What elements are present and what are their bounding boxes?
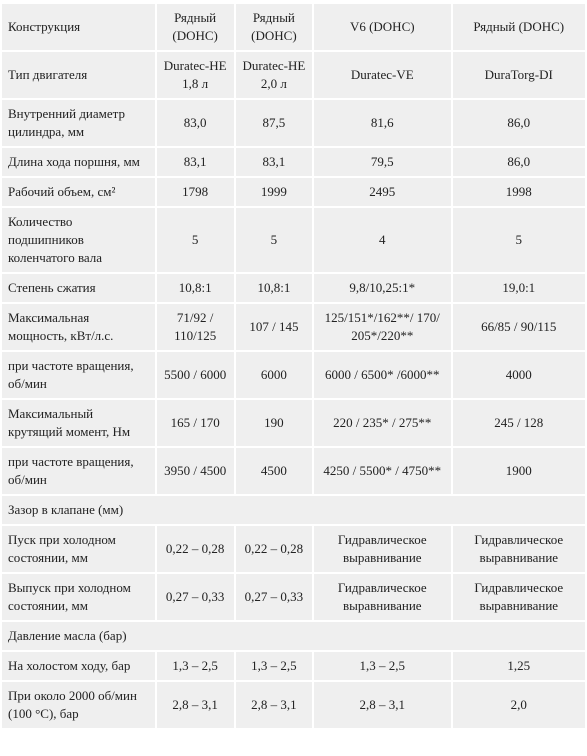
row-label: Внутренний диаметр цилиндра, мм <box>2 100 155 146</box>
row-label: Степень сжатия <box>2 274 155 302</box>
cell: DuraTorg-DI <box>452 52 585 98</box>
table-row: Длина хода поршня, мм 83,1 83,1 79,5 86,0 <box>2 148 585 176</box>
table-row: Количество подшипников коленчатого вала 5… <box>2 208 585 272</box>
cell: 5 <box>452 208 585 272</box>
row-label: Количество подшипников коленчатого вала <box>2 208 155 272</box>
cell: Рядный (DOHC) <box>156 4 234 50</box>
cell: 83,1 <box>156 148 234 176</box>
cell: 5500 / 6000 <box>156 352 234 398</box>
table-row: Конструкция Рядный (DOHC) Рядный (DOHC) V6 … <box>2 4 585 50</box>
cell: 2495 <box>314 178 451 206</box>
cell: 1,3 – 2,5 <box>314 652 451 680</box>
cell: 4500 <box>235 448 313 494</box>
cell: 5 <box>156 208 234 272</box>
cell: 1999 <box>235 178 313 206</box>
table-row: Пуск при холодном состоянии, мм 0,22 – 0,… <box>2 526 585 572</box>
table-row: Максимальная мощность, кВт/л.с. 71/92 / 1… <box>2 304 585 350</box>
table-row: при частоте вращения, об/мин 5500 / 6000 6… <box>2 352 585 398</box>
cell: 190 <box>235 400 313 446</box>
row-label: при частоте вращения, об/мин <box>2 448 155 494</box>
row-label: Давление масла (бар) <box>2 622 585 650</box>
cell: 1,25 <box>452 652 585 680</box>
cell: Duratec-HE 2,0 л <box>235 52 313 98</box>
cell: 4000 <box>452 352 585 398</box>
cell: V6 (DOHC) <box>314 4 451 50</box>
cell: 1,3 – 2,5 <box>156 652 234 680</box>
cell: 83,0 <box>156 100 234 146</box>
cell: 1798 <box>156 178 234 206</box>
cell: 2,8 – 3,1 <box>235 682 313 728</box>
row-label: Максимальная мощность, кВт/л.с. <box>2 304 155 350</box>
cell: Duratec-HE 1,8 л <box>156 52 234 98</box>
cell: 125/151*/162**/ 170/ 205*/220** <box>314 304 451 350</box>
cell: 107 / 145 <box>235 304 313 350</box>
cell: 6000 / 6500* /6000** <box>314 352 451 398</box>
cell: Гидравлическое выравнивание <box>452 574 585 620</box>
table-row: Степень сжатия 10,8:1 10,8:1 9,8/10,25:1* 19… <box>2 274 585 302</box>
table-row: Выпуск при холодном состоянии, мм 0,27 – … <box>2 574 585 620</box>
cell: 10,8:1 <box>156 274 234 302</box>
row-label: Тип двигателя <box>2 52 155 98</box>
cell: 0,22 – 0,28 <box>156 526 234 572</box>
cell: 245 / 128 <box>452 400 585 446</box>
cell: Гидравлическое выравнивание <box>314 526 451 572</box>
row-label: Зазор в клапане (мм) <box>2 496 585 524</box>
cell: Рядный (DOHC) <box>452 4 585 50</box>
cell: 220 / 235* / 275** <box>314 400 451 446</box>
cell: 19,0:1 <box>452 274 585 302</box>
row-label: Конструкция <box>2 4 155 50</box>
cell: 0,27 – 0,33 <box>156 574 234 620</box>
cell: 0,27 – 0,33 <box>235 574 313 620</box>
cell: 3950 / 4500 <box>156 448 234 494</box>
table-row: Тип двигателя Duratec-HE 1,8 л Duratec-HE … <box>2 52 585 98</box>
cell: Гидравлическое выравнивание <box>452 526 585 572</box>
cell: Рядный (DOHC) <box>235 4 313 50</box>
cell: 81,6 <box>314 100 451 146</box>
table-row: На холостом ходу, бар 1,3 – 2,5 1,3 – 2,5 1… <box>2 652 585 680</box>
table-row: при частоте вращения, об/мин 3950 / 4500 4… <box>2 448 585 494</box>
cell: 6000 <box>235 352 313 398</box>
spec-table: Конструкция Рядный (DOHC) Рядный (DOHC) V6 … <box>0 2 587 730</box>
cell: Duratec-VE <box>314 52 451 98</box>
cell: 87,5 <box>235 100 313 146</box>
cell: 83,1 <box>235 148 313 176</box>
cell: 0,22 – 0,28 <box>235 526 313 572</box>
table-row: Зазор в клапане (мм) <box>2 496 585 524</box>
cell: 4250 / 5500* / 4750** <box>314 448 451 494</box>
cell: 4 <box>314 208 451 272</box>
cell: 9,8/10,25:1* <box>314 274 451 302</box>
table-row: Внутренний диаметр цилиндра, мм 83,0 87,5 8… <box>2 100 585 146</box>
cell: 2,0 <box>452 682 585 728</box>
row-label: Максимальный крутящий момент, Нм <box>2 400 155 446</box>
table-row: Рабочий объем, см² 1798 1999 2495 1998 <box>2 178 585 206</box>
row-label: Выпуск при холодном состоянии, мм <box>2 574 155 620</box>
cell: Гидравлическое выравнивание <box>314 574 451 620</box>
row-label: Рабочий объем, см² <box>2 178 155 206</box>
row-label: Длина хода поршня, мм <box>2 148 155 176</box>
table-row: Максимальный крутящий момент, Нм 165 / 17… <box>2 400 585 446</box>
cell: 1998 <box>452 178 585 206</box>
cell: 1,3 – 2,5 <box>235 652 313 680</box>
cell: 2,8 – 3,1 <box>156 682 234 728</box>
cell: 86,0 <box>452 148 585 176</box>
cell: 1900 <box>452 448 585 494</box>
table-row: При около 2000 об/мин (100 °С), бар 2,8 –… <box>2 682 585 728</box>
cell: 165 / 170 <box>156 400 234 446</box>
cell: 86,0 <box>452 100 585 146</box>
cell: 71/92 / 110/125 <box>156 304 234 350</box>
row-label: На холостом ходу, бар <box>2 652 155 680</box>
table-body: Конструкция Рядный (DOHC) Рядный (DOHC) V6 … <box>2 4 585 728</box>
table-row: Давление масла (бар) <box>2 622 585 650</box>
row-label: при частоте вращения, об/мин <box>2 352 155 398</box>
cell: 2,8 – 3,1 <box>314 682 451 728</box>
row-label: При около 2000 об/мин (100 °С), бар <box>2 682 155 728</box>
cell: 10,8:1 <box>235 274 313 302</box>
cell: 79,5 <box>314 148 451 176</box>
cell: 66/85 / 90/115 <box>452 304 585 350</box>
row-label: Пуск при холодном состоянии, мм <box>2 526 155 572</box>
cell: 5 <box>235 208 313 272</box>
